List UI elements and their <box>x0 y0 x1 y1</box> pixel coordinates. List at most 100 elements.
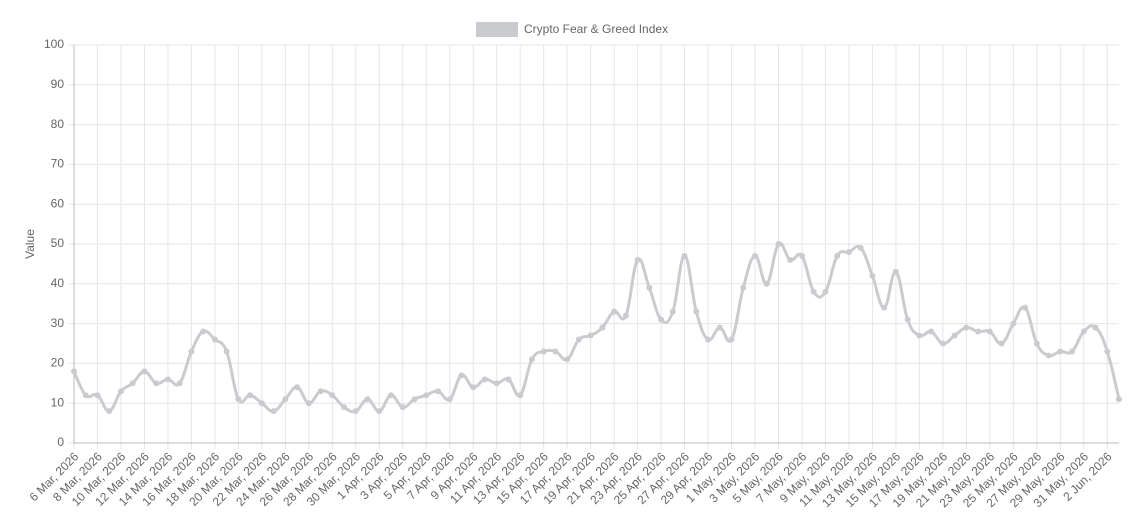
data-point <box>622 312 629 319</box>
data-point <box>787 256 794 263</box>
data-point <box>587 332 594 339</box>
data-point <box>822 288 829 295</box>
y-tick-label: 70 <box>51 157 65 171</box>
data-point <box>470 384 477 391</box>
data-point <box>658 316 665 323</box>
data-point <box>1080 328 1087 335</box>
data-point <box>188 348 195 355</box>
series-line <box>72 241 1121 414</box>
y-tick-label: 20 <box>51 356 65 370</box>
data-point <box>211 336 218 343</box>
legend-swatch <box>476 22 518 37</box>
data-point <box>517 392 524 399</box>
y-tick-label: 0 <box>57 435 64 449</box>
data-point <box>1069 348 1076 355</box>
legend-label: Crypto Fear & Greed Index <box>524 22 668 36</box>
data-point <box>305 400 312 407</box>
data-point <box>1022 304 1029 311</box>
data-point <box>599 324 606 331</box>
data-point <box>434 388 441 395</box>
y-tick-label: 100 <box>44 37 64 51</box>
data-point <box>928 328 935 335</box>
data-point <box>646 284 653 291</box>
data-point <box>963 324 970 331</box>
data-point <box>282 396 289 403</box>
data-point <box>82 392 89 399</box>
data-point <box>564 356 571 363</box>
data-point <box>681 252 688 259</box>
data-point <box>493 380 500 387</box>
data-point <box>611 308 618 315</box>
data-point <box>481 376 488 383</box>
data-point <box>153 380 160 387</box>
data-point <box>716 324 723 331</box>
data-point <box>740 284 747 291</box>
y-tick-label: 90 <box>51 77 65 91</box>
data-point <box>94 392 101 399</box>
data-point <box>834 252 841 259</box>
data-point <box>904 316 911 323</box>
data-point <box>141 368 148 375</box>
data-point <box>399 404 406 411</box>
data-point <box>810 288 817 295</box>
y-tick-label: 50 <box>51 236 65 250</box>
data-point <box>728 336 735 343</box>
data-point <box>951 332 958 339</box>
y-tick-label: 30 <box>51 316 65 330</box>
y-tick-label: 60 <box>51 196 65 210</box>
data-point <box>376 408 383 415</box>
data-point <box>540 348 547 355</box>
data-point <box>223 348 230 355</box>
y-tick-label: 80 <box>51 117 65 131</box>
data-point <box>505 376 512 383</box>
data-point <box>552 348 559 355</box>
data-point <box>176 380 183 387</box>
data-point <box>364 396 371 403</box>
data-point <box>258 400 265 407</box>
data-point <box>235 396 242 403</box>
data-point <box>458 372 465 379</box>
data-point <box>881 304 888 311</box>
data-point <box>200 328 207 335</box>
data-point <box>869 272 876 279</box>
data-point <box>317 388 324 395</box>
data-point <box>129 380 136 387</box>
data-point <box>845 248 852 255</box>
data-point <box>270 408 277 415</box>
data-point <box>763 280 770 287</box>
data-point <box>669 308 676 315</box>
y-tick-label: 10 <box>51 395 65 409</box>
data-point <box>892 268 899 275</box>
data-point <box>916 332 923 339</box>
data-point <box>341 404 348 411</box>
data-point <box>998 340 1005 347</box>
data-point <box>528 356 535 363</box>
data-point <box>294 384 301 391</box>
data-point <box>1010 320 1017 327</box>
data-point <box>388 392 395 399</box>
data-point <box>798 252 805 259</box>
data-point <box>939 340 946 347</box>
data-point <box>1092 324 1099 331</box>
data-point <box>423 392 430 399</box>
data-point <box>247 392 254 399</box>
data-point <box>1057 348 1064 355</box>
data-point <box>117 388 124 395</box>
data-point <box>634 256 641 263</box>
data-point <box>693 308 700 315</box>
data-point <box>329 392 336 399</box>
data-point <box>986 328 993 335</box>
y-axis-title: Value <box>23 229 37 259</box>
y-tick-label: 40 <box>51 276 65 290</box>
data-point <box>857 244 864 251</box>
data-point <box>575 336 582 343</box>
data-point <box>71 368 77 375</box>
data-point <box>1033 340 1040 347</box>
data-point <box>1116 396 1122 403</box>
data-point <box>975 328 982 335</box>
data-point <box>1104 348 1111 355</box>
data-point <box>106 408 113 415</box>
data-point <box>352 408 359 415</box>
data-point <box>752 252 759 259</box>
